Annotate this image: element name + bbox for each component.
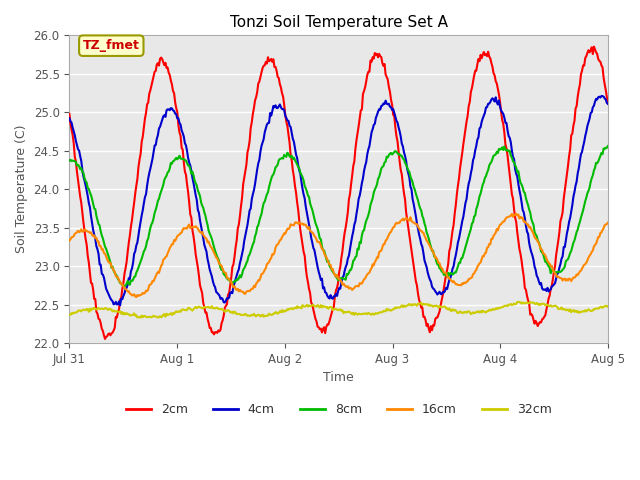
- Text: TZ_fmet: TZ_fmet: [83, 39, 140, 52]
- X-axis label: Time: Time: [323, 372, 354, 384]
- Title: Tonzi Soil Temperature Set A: Tonzi Soil Temperature Set A: [230, 15, 447, 30]
- Legend: 2cm, 4cm, 8cm, 16cm, 32cm: 2cm, 4cm, 8cm, 16cm, 32cm: [121, 398, 557, 421]
- Y-axis label: Soil Temperature (C): Soil Temperature (C): [15, 125, 28, 253]
